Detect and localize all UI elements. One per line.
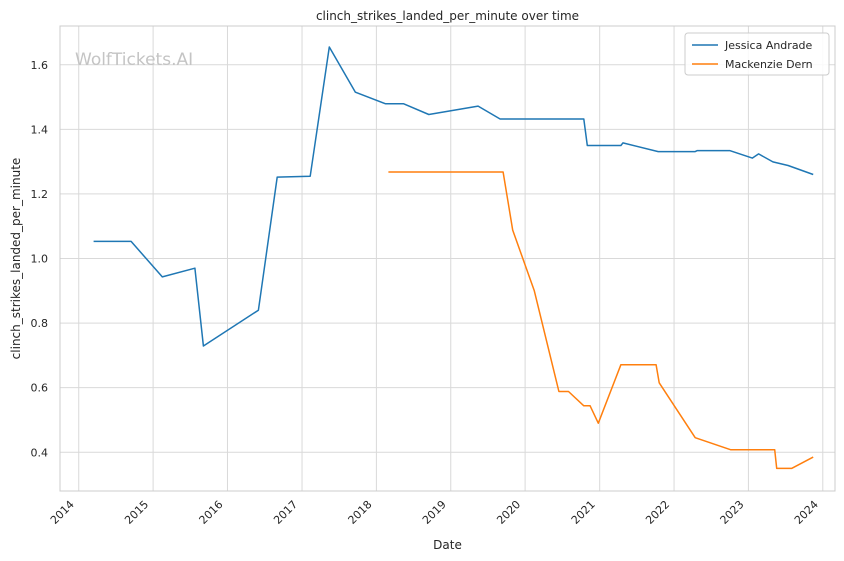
legend: Jessica Andrade Mackenzie Dern xyxy=(684,32,830,76)
plot-area-frame xyxy=(59,25,836,492)
y-axis-ticks: 0.4 0.6 0.8 1.0 1.2 1.4 1.6 xyxy=(31,59,49,460)
series-line-1 xyxy=(388,171,814,470)
y-tick-label: 1.6 xyxy=(31,59,49,72)
legend-label-0: Jessica Andrade xyxy=(724,39,813,52)
y-tick-label: 1.0 xyxy=(31,253,49,266)
series-layer xyxy=(93,46,814,470)
legend-box xyxy=(684,32,830,76)
grid-lines xyxy=(60,26,835,491)
y-tick-label: 1.2 xyxy=(31,188,49,201)
x-axis-label: Date xyxy=(433,538,462,552)
y-tick-label: 0.8 xyxy=(31,317,49,330)
legend-label-1: Mackenzie Dern xyxy=(725,58,813,71)
y-axis-label: clinch_strikes_landed_per_minute xyxy=(9,158,23,360)
chart-title: clinch_strikes_landed_per_minute over ti… xyxy=(316,9,579,23)
y-tick-label: 0.4 xyxy=(31,446,49,459)
y-tick-label: 1.4 xyxy=(31,123,49,136)
watermark: WolfTickets.AI xyxy=(75,50,193,70)
y-tick-label: 0.6 xyxy=(31,382,49,395)
series-line-0 xyxy=(93,46,814,347)
